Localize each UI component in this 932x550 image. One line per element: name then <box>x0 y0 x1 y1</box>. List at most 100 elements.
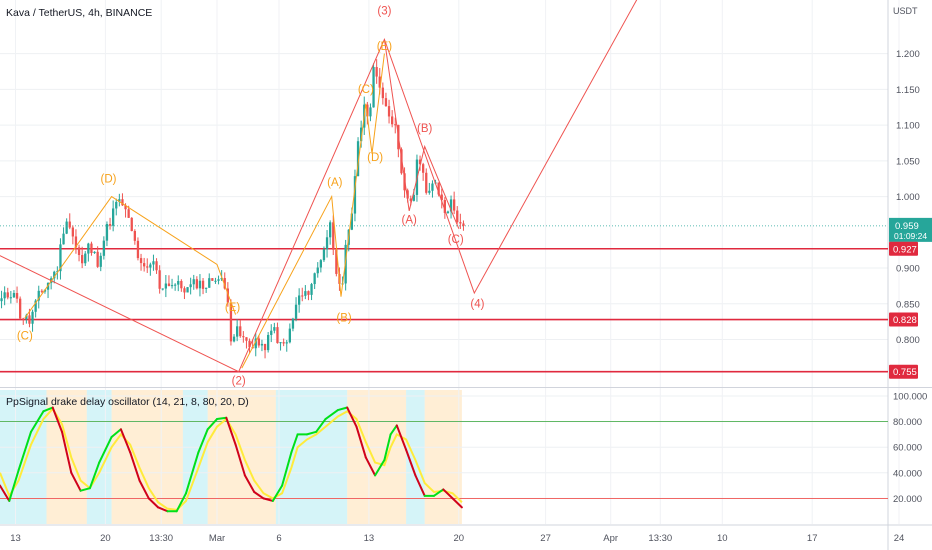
wave-main-impulse[interactable] <box>0 0 639 373</box>
time-tick-label: 27 <box>540 533 551 544</box>
candle-body <box>37 290 40 301</box>
candle-body <box>19 298 22 319</box>
candle-body <box>22 318 25 320</box>
wave-orange-subwaves[interactable] <box>241 53 385 369</box>
oscillator-main-segment <box>234 443 246 477</box>
candle-body <box>84 253 87 264</box>
candle-body <box>74 236 78 248</box>
wave-label: (B) <box>336 313 352 325</box>
oscillator-main-segment <box>79 487 91 492</box>
candle-body <box>307 291 310 295</box>
candle-body <box>198 280 202 289</box>
time-tick-label: 13:30 <box>648 533 672 544</box>
candle-body <box>353 176 357 214</box>
wave-label: (2) <box>232 376 246 388</box>
time-tick-label: 13 <box>10 533 21 544</box>
currency-label: USDT <box>893 6 918 16</box>
price-tick-label: 0.800 <box>896 335 920 346</box>
oscillator-tick-label: 100.000 <box>893 392 927 403</box>
candle-body <box>105 224 109 241</box>
oscillator-main-segment <box>383 433 392 461</box>
candle-body <box>25 315 28 320</box>
candle-body <box>387 106 391 117</box>
candle-body <box>242 336 245 338</box>
price-axis[interactable]: 1.200 1.150 1.100 1.050 1.000 0.900 0.850 0.800… <box>889 49 932 505</box>
candle-body <box>437 182 440 195</box>
oscillator-main-segment <box>315 418 327 433</box>
wave-label: (D) <box>367 152 383 164</box>
candle-body <box>133 230 136 241</box>
candle-body <box>211 278 214 281</box>
candle-body <box>232 336 236 342</box>
oscillator-main-segment <box>374 459 386 477</box>
oscillator-tick-label: 20.000 <box>893 494 922 505</box>
chart-title: Kava / TetherUS, 4h, BINANCE <box>6 7 153 19</box>
candle-body <box>208 278 211 288</box>
oscillator-main-segment <box>185 451 200 495</box>
oscillator-band <box>347 390 407 524</box>
oscillator-tick-label: 80.000 <box>893 417 922 428</box>
level-price-value: 0.828 <box>893 315 917 326</box>
candle-body <box>0 298 3 302</box>
candle-body <box>34 300 37 312</box>
level-price-tag[interactable] <box>889 312 918 327</box>
time-tick-label: 24 <box>894 533 905 544</box>
candle-body <box>372 67 375 108</box>
candle-body <box>301 295 304 297</box>
price-tick-label: 1.100 <box>896 121 920 132</box>
candle-body <box>81 255 84 264</box>
time-tick-label: 6 <box>276 533 281 544</box>
candle-body <box>422 164 425 173</box>
candle-body <box>391 116 394 125</box>
candle-body <box>304 291 307 296</box>
oscillator-main-segment <box>51 406 63 433</box>
candle-body <box>77 247 81 256</box>
candle-body <box>449 199 453 212</box>
last-price-value: 0.959 <box>895 221 919 232</box>
wave-left-correction[interactable] <box>24 195 237 319</box>
time-tick-label: Apr <box>603 533 618 544</box>
horizontal-levels[interactable] <box>0 225 888 373</box>
candle-body <box>456 210 459 223</box>
level-price-tag[interactable] <box>889 241 918 256</box>
wave-wave-4-abc[interactable] <box>383 39 460 229</box>
time-tick-label: 10 <box>717 533 728 544</box>
time-axis[interactable]: 13 20 13:30 Mar 6 13 20 27 Apr 13:30 10 17 24 <box>10 533 904 544</box>
wave-label: (D) <box>101 173 117 185</box>
elliott-wave-drawings[interactable]: (2) (3) (4) (A) (B) (C) (C) (D) (E) (A) (B) (C) (D) (… <box>0 0 639 388</box>
price-tick-label: 0.850 <box>896 299 920 310</box>
candle-body <box>214 280 217 282</box>
candle-body <box>291 318 295 329</box>
indicator-title: PpSignal drake delay oscillator (14, 21,… <box>6 396 249 408</box>
candle-body <box>325 237 329 250</box>
oscillator-main-segment <box>61 430 73 474</box>
candle-body <box>239 326 242 337</box>
candle-body <box>356 141 360 177</box>
oscillator-main-segment <box>405 448 417 477</box>
wave-label: (3) <box>377 5 391 17</box>
oscillator-main-segment <box>290 433 299 454</box>
last-price-tag[interactable] <box>889 217 932 242</box>
candle-body <box>418 159 422 165</box>
time-tick-label: 13 <box>364 533 375 544</box>
candle-body <box>139 258 143 264</box>
level-price-value: 0.927 <box>893 244 917 255</box>
candle-body <box>313 273 316 285</box>
candle-body <box>319 260 322 268</box>
level-price-tag[interactable] <box>889 364 918 379</box>
candle-body <box>443 200 446 213</box>
candle-body <box>310 284 313 295</box>
candle-body <box>180 280 183 289</box>
candle-body <box>400 149 403 174</box>
oscillator-band <box>182 390 208 524</box>
candle-body <box>267 334 270 351</box>
candle-body <box>229 302 233 342</box>
candle-body <box>223 278 226 289</box>
candle-body <box>195 279 198 289</box>
time-tick-label: 17 <box>807 533 818 544</box>
oscillator-main-segment <box>253 491 265 500</box>
candle-body <box>248 340 251 348</box>
oscillator-main-segment <box>395 424 408 451</box>
candle-body <box>322 249 326 261</box>
